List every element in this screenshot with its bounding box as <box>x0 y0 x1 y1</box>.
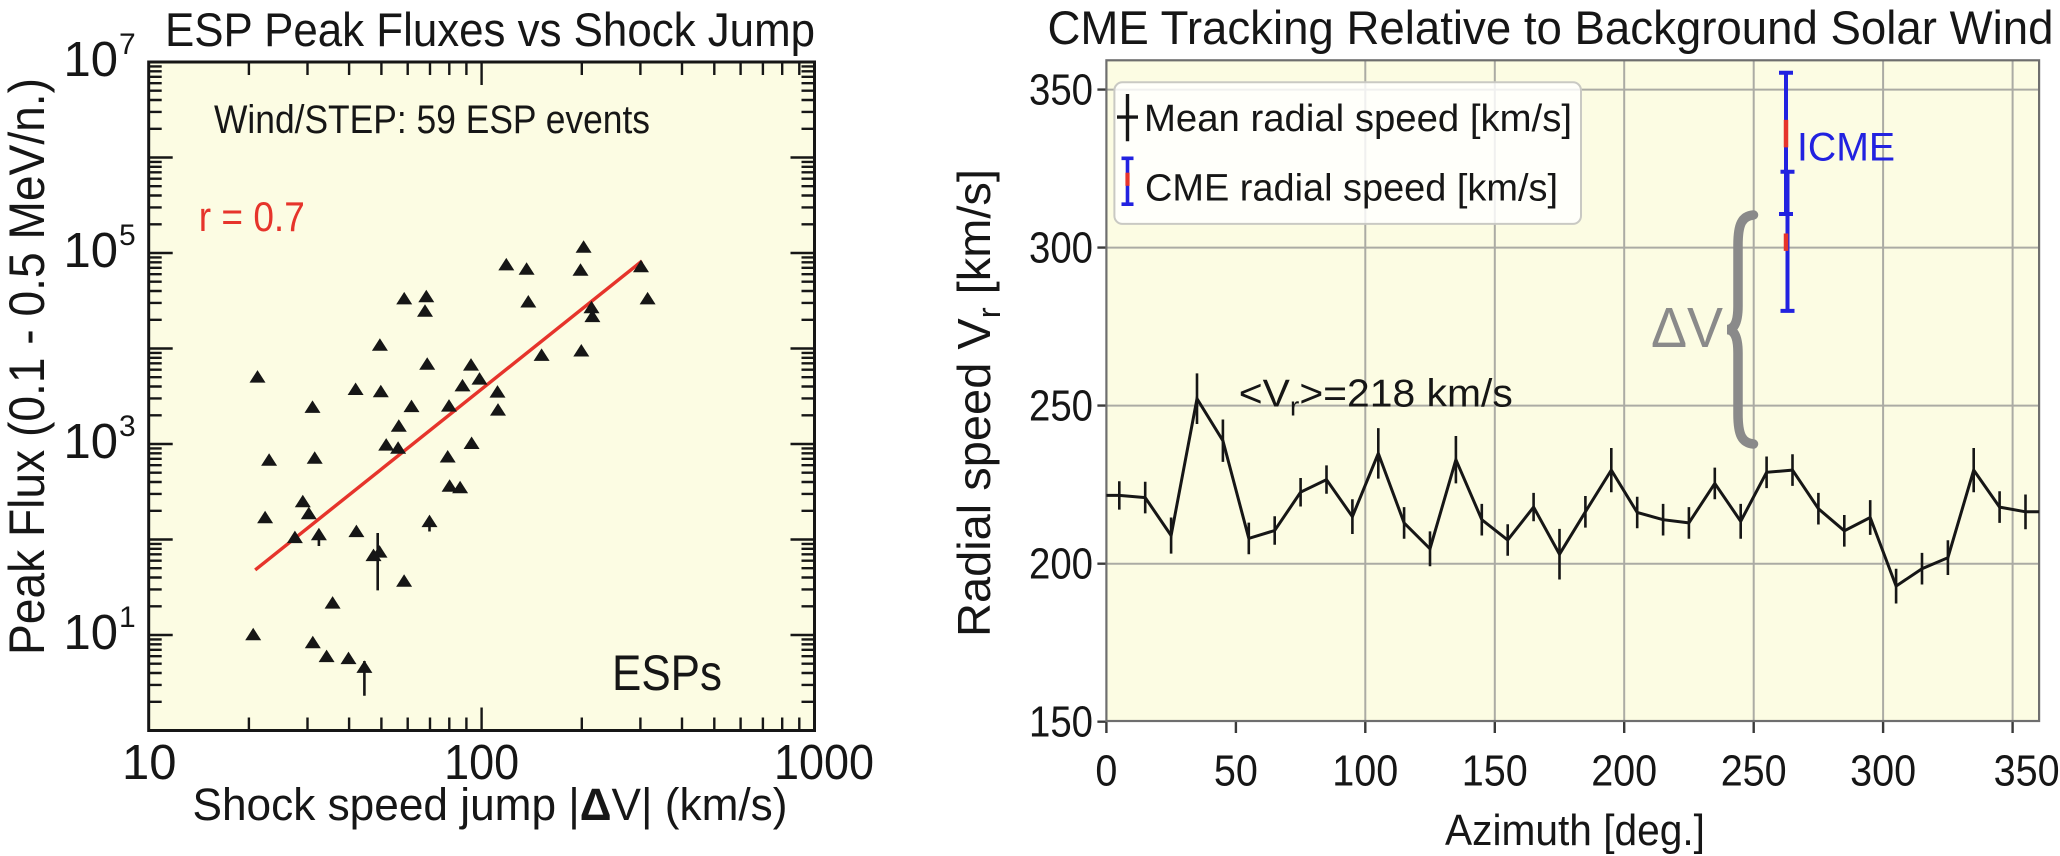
svg-text:7: 7 <box>119 28 136 61</box>
svg-text:250: 250 <box>1029 382 1093 431</box>
svg-text:ESP Peak Fluxes vs Shock Jump: ESP Peak Fluxes vs Shock Jump <box>165 3 815 56</box>
svg-text:300: 300 <box>1029 224 1093 273</box>
svg-text:1000: 1000 <box>774 736 874 790</box>
svg-text:100: 100 <box>444 736 519 790</box>
svg-text:10: 10 <box>63 415 118 469</box>
svg-text:Wind/STEP: 59 ESP events: Wind/STEP: 59 ESP events <box>214 98 650 142</box>
svg-text:10: 10 <box>122 736 177 790</box>
svg-text:5: 5 <box>119 219 136 252</box>
svg-text:10: 10 <box>63 606 118 660</box>
svg-text:250: 250 <box>1721 747 1787 796</box>
svg-text:10: 10 <box>63 224 118 278</box>
svg-text:Azimuth [deg.]: Azimuth [deg.] <box>1445 806 1705 855</box>
svg-text:Peak Flux (0.1 - 0.5 MeV/n.): Peak Flux (0.1 - 0.5 MeV/n.) <box>0 78 55 655</box>
svg-text:CME radial speed [km/s]: CME radial speed [km/s] <box>1145 168 1558 210</box>
svg-text:10: 10 <box>63 33 118 87</box>
svg-text:1: 1 <box>119 601 136 634</box>
svg-text:200: 200 <box>1029 540 1093 589</box>
svg-text:100: 100 <box>1332 747 1398 796</box>
svg-text:Radial speed Vr [km/s]: Radial speed Vr [km/s] <box>948 169 1007 637</box>
svg-text:Mean radial speed [km/s]: Mean radial speed [km/s] <box>1144 98 1572 140</box>
svg-text:CME Tracking Relative to Backg: CME Tracking Relative to Background Sola… <box>1048 1 2054 54</box>
svg-text:200: 200 <box>1591 747 1657 796</box>
svg-text:ΔV: ΔV <box>1651 296 1723 360</box>
svg-text:3: 3 <box>119 410 136 443</box>
svg-text:150: 150 <box>1029 698 1093 747</box>
svg-text:50: 50 <box>1214 747 1258 796</box>
svg-text:ESPs: ESPs <box>612 645 722 701</box>
svg-text:Shock speed jump |ΔV| (km/s): Shock speed jump |ΔV| (km/s) <box>193 779 788 830</box>
svg-text:r = 0.7: r = 0.7 <box>199 193 305 240</box>
svg-text:350: 350 <box>1029 66 1093 115</box>
svg-text:<Vr>=218 km/s: <Vr>=218 km/s <box>1239 373 1513 422</box>
svg-text:300: 300 <box>1850 747 1916 796</box>
svg-text:350: 350 <box>1994 747 2060 796</box>
svg-text:0: 0 <box>1095 747 1117 796</box>
svg-text:ICME: ICME <box>1797 126 1895 170</box>
svg-text:150: 150 <box>1462 747 1528 796</box>
